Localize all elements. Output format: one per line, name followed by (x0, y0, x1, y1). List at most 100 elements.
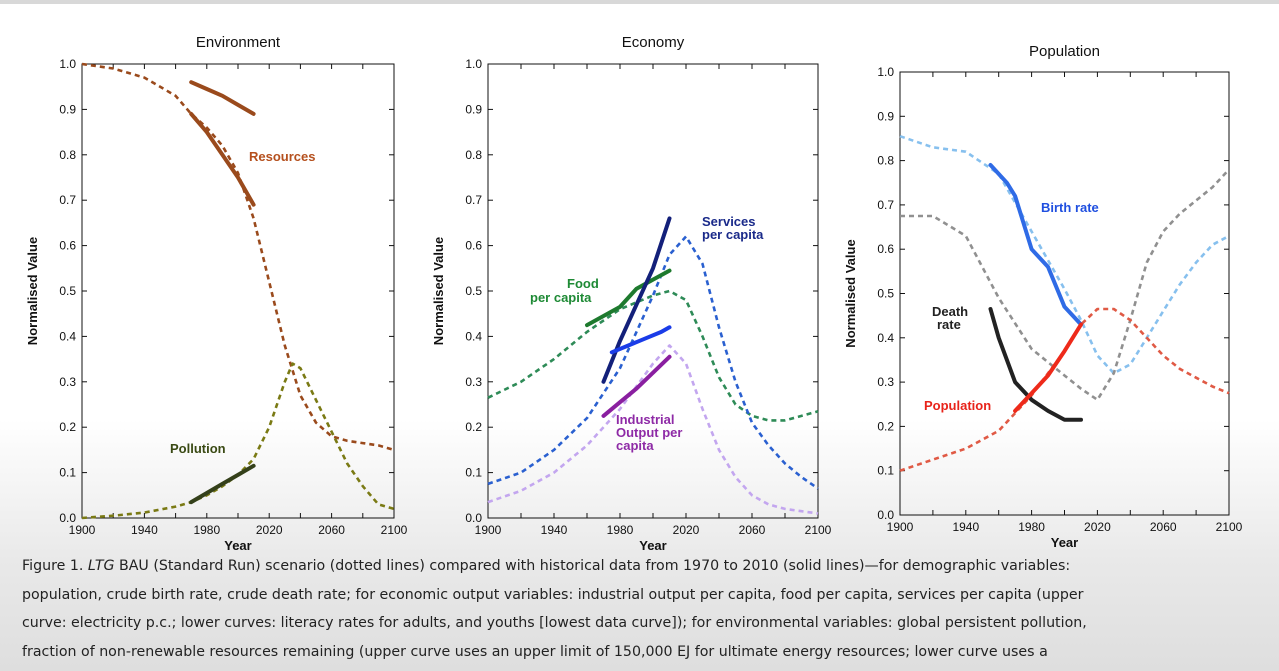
y-tick-label: 0.8 (59, 148, 76, 162)
series-resources-historical-lower (189, 111, 256, 207)
chart-environment: Environment 0.0 0.1 0.2 0.3 0.4 0.5 0.6 0.7 0.8 0.… (25, 34, 408, 550)
x-axis-label: Year (1051, 535, 1078, 550)
x-tick-label: 1900 (69, 523, 96, 537)
series-industrial-output-per-capita-scenario (487, 344, 819, 515)
y-tick-label: 0.7 (465, 193, 482, 207)
x-tick-label: 2100 (381, 523, 408, 537)
figure-caption: Figure 1. LTG BAU (Standard Run) scenari… (22, 552, 1262, 666)
x-tick-label: 1900 (887, 520, 914, 534)
chart-population: Population 0.0 0.1 0.2 0.3 0.4 0.5 0.6 0.7 0.8 0.9… (843, 43, 1243, 550)
x-tick-label: 2100 (805, 523, 832, 537)
series-label: Food (567, 276, 599, 291)
top-bar (0, 0, 1279, 4)
x-tick-label: 1980 (1018, 520, 1045, 534)
y-tick-label: 0.5 (59, 284, 76, 298)
series-label: Resources (249, 149, 315, 164)
chart-title: Economy (622, 34, 685, 51)
chart-title: Environment (196, 34, 281, 51)
caption-italic: LTG (87, 558, 115, 574)
series-label: Services (702, 214, 756, 229)
y-tick-label: 0.6 (465, 239, 482, 253)
x-tick-label: 2020 (673, 523, 700, 537)
y-axis-label: Normalised Value (843, 239, 858, 347)
y-tick-label: 0.5 (877, 287, 894, 301)
series-label: Birth rate (1041, 200, 1099, 215)
y-tick-label: 0.9 (877, 109, 894, 123)
y-tick-label: 1.0 (465, 57, 482, 71)
caption-line3: curve: electricity p.c.; lower curves: l… (22, 615, 1087, 631)
series-services-per-capita-historical-lower (609, 325, 672, 355)
x-tick-label: 1980 (607, 523, 634, 537)
y-tick-label: 0.9 (465, 102, 482, 116)
x-tick-label: 1940 (131, 523, 158, 537)
y-tick-label: 0.4 (465, 329, 482, 343)
series-label: Death (932, 304, 968, 319)
series-death-rate-scenario (900, 168, 1230, 402)
x-tick-label: 2100 (1216, 520, 1243, 534)
y-tick-label: 0.1 (465, 466, 482, 480)
series-population-scenario (899, 307, 1230, 472)
series-label: Industrial (616, 412, 675, 427)
series-resources-historical-upper (189, 80, 256, 116)
y-tick-label: 0.8 (465, 148, 482, 162)
chart-economy: Economy 0.0 0.1 0.2 0.3 0.4 0.5 0.6 0.7 0.8 0.9 1.0… (431, 34, 832, 550)
y-tick-label: 0.7 (877, 198, 894, 212)
series-pollution-historical (189, 463, 256, 505)
caption-line1: BAU (Standard Run) scenario (dotted line… (114, 558, 1071, 574)
series-food-per-capita-scenario (487, 289, 819, 422)
y-tick-label: 0.0 (877, 508, 894, 522)
y-tick-label: 0.1 (59, 466, 76, 480)
caption-prefix: Figure 1. (22, 558, 88, 574)
series-label: capita (616, 438, 654, 453)
plot-frame (81, 63, 395, 519)
x-tick-label: 1940 (952, 520, 979, 534)
y-tick-label: 0.9 (59, 102, 76, 116)
y-tick-label: 0.6 (59, 239, 76, 253)
caption-line4: fraction of non-renewable resources rema… (22, 643, 1048, 660)
x-tick-label: 2020 (256, 523, 283, 537)
y-tick-label: 0.3 (59, 375, 76, 389)
series-birth-rate-scenario (899, 134, 1230, 375)
x-tick-label: 2060 (1150, 520, 1177, 534)
series-birth-rate-historical (988, 163, 1083, 327)
y-tick-label: 0.2 (877, 419, 894, 433)
y-tick-label: 0.0 (59, 511, 76, 525)
series-resources-scenario (81, 62, 395, 452)
y-tick-label: 0.4 (877, 331, 894, 345)
y-tick-label: 0.2 (59, 420, 76, 434)
series-label: per capita (702, 227, 764, 242)
charts-svg: Environment 0.0 0.1 0.2 0.3 0.4 0.5 0.6 0.7 0.8 0.… (25, 34, 1243, 550)
y-tick-label: 0.2 (465, 420, 482, 434)
y-tick-label: 0.3 (465, 375, 482, 389)
y-tick-label: 0.0 (465, 511, 482, 525)
plot-frame (899, 71, 1230, 516)
x-tick-label: 2060 (739, 523, 766, 537)
x-tick-label: 1980 (193, 523, 220, 537)
y-tick-label: 0.8 (877, 154, 894, 168)
y-tick-label: 0.4 (59, 329, 76, 343)
x-tick-label: 1900 (475, 523, 502, 537)
y-tick-label: 0.7 (59, 193, 76, 207)
series-services-per-capita-historical-upper (601, 216, 672, 384)
y-tick-label: 0.6 (877, 242, 894, 256)
series-industrial-output-per-capita-historical (601, 354, 672, 418)
y-axis-label: Normalised Value (25, 237, 40, 345)
y-tick-label: 1.0 (59, 57, 76, 71)
x-tick-label: 2060 (318, 523, 345, 537)
x-tick-label: 1940 (541, 523, 568, 537)
chart-title: Population (1029, 43, 1100, 60)
x-axis-label: Year (224, 538, 251, 550)
x-axis-label: Year (639, 538, 666, 550)
series-label: Population (924, 398, 991, 413)
y-tick-label: 0.1 (877, 464, 894, 478)
y-tick-label: 1.0 (877, 65, 894, 79)
series-death-rate-historical (988, 307, 1083, 422)
series-label: Pollution (170, 441, 226, 456)
series-pollution-scenario (81, 362, 395, 520)
series-population-historical (1013, 322, 1083, 413)
series-services-per-capita-scenario (487, 235, 819, 490)
series-food-per-capita-historical (585, 268, 672, 328)
y-tick-label: 0.3 (877, 375, 894, 389)
series-label: Output per (616, 425, 682, 440)
